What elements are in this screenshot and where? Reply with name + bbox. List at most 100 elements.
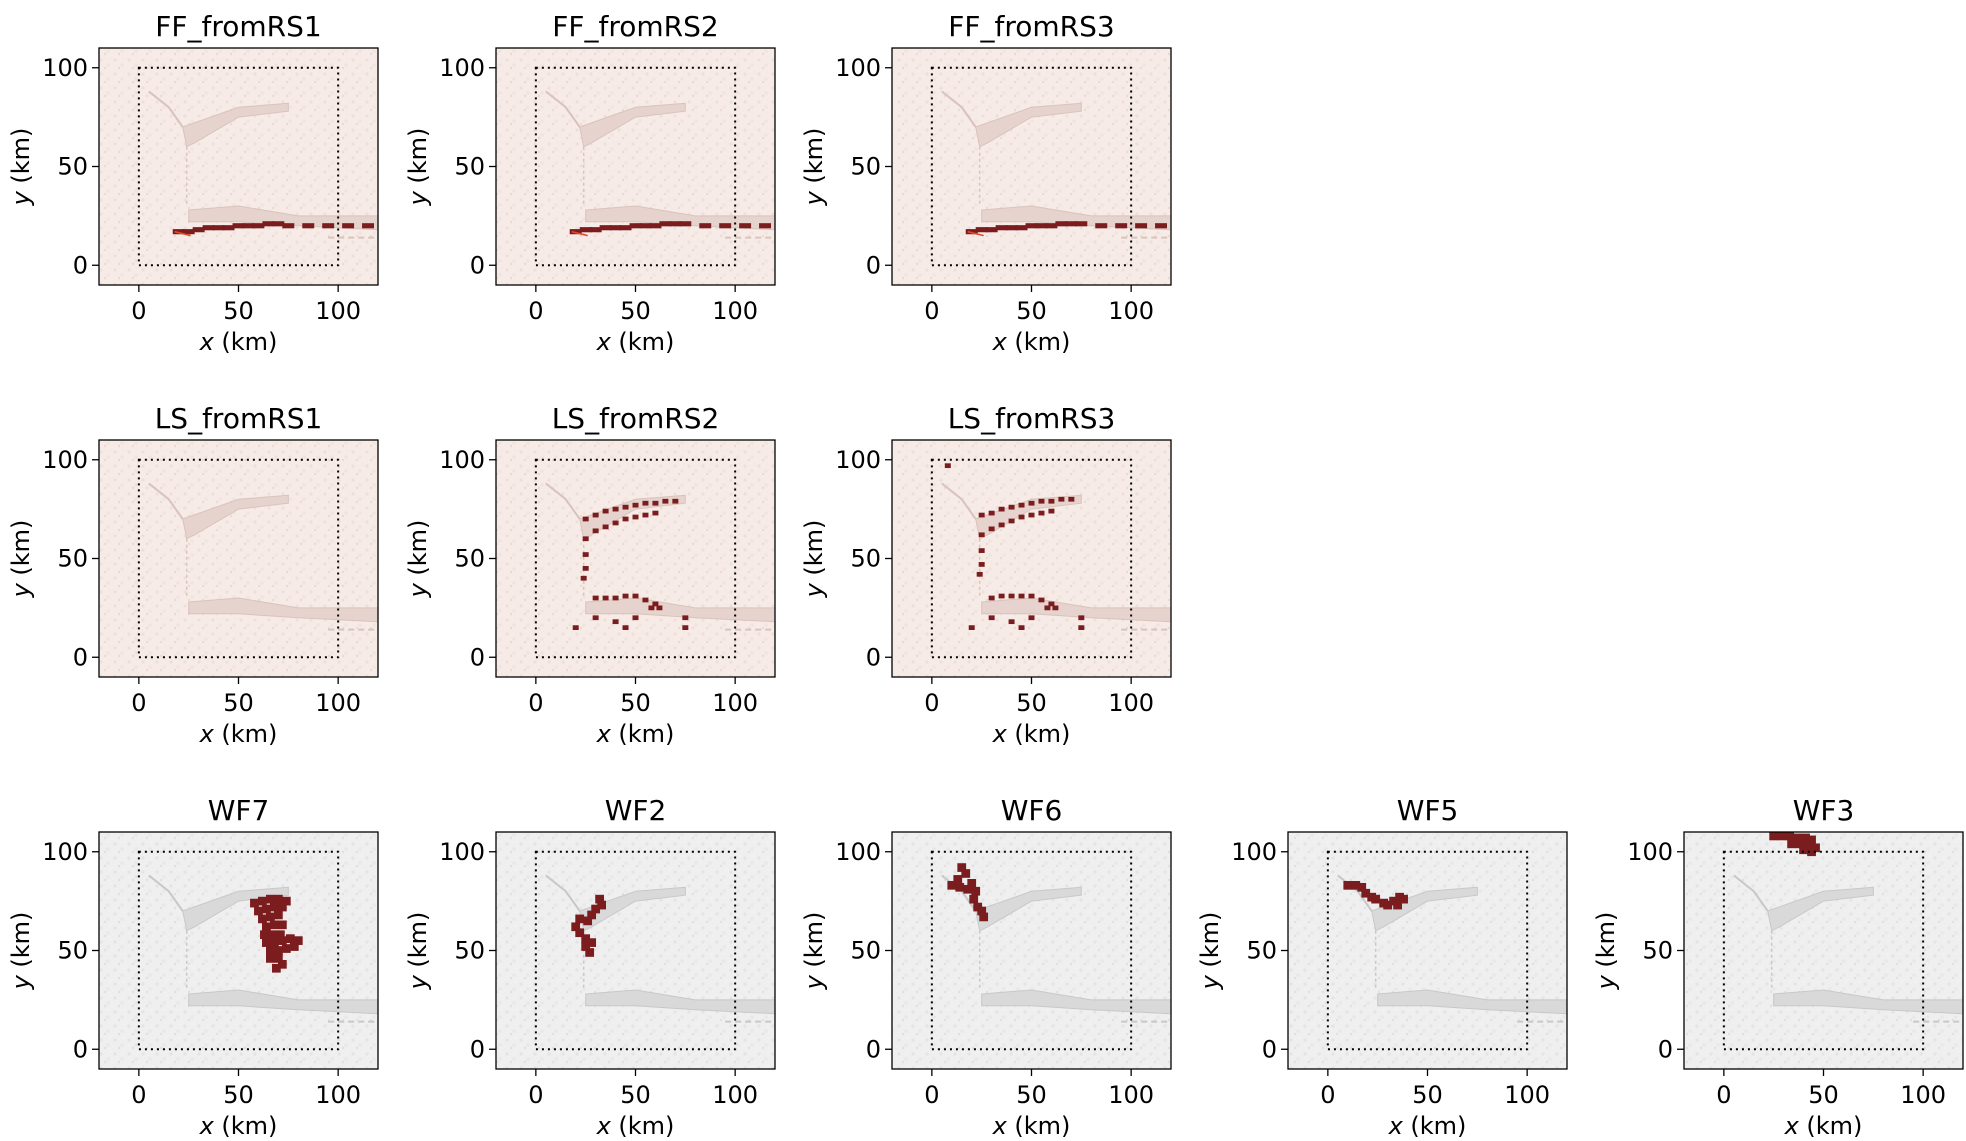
hazard-cell — [322, 223, 335, 229]
y-axis-label: y (km) — [404, 128, 432, 207]
y-tick-label: 0 — [866, 251, 881, 279]
hazard-cell — [985, 227, 998, 233]
hazard-cell — [582, 516, 589, 522]
x-tick-label: 100 — [712, 297, 758, 325]
river-valley-south — [188, 989, 378, 1015]
hazard-cell — [632, 514, 639, 520]
hazard-cell — [682, 615, 689, 621]
hazard-cell — [281, 896, 291, 906]
hazard-cell — [1052, 605, 1059, 611]
map-layer — [1337, 874, 1567, 1023]
x-tick-label: 50 — [620, 297, 651, 325]
river-tributary — [148, 482, 184, 520]
panel-title: WF5 — [1397, 794, 1459, 827]
y-tick-label: 50 — [850, 153, 881, 181]
y-axis-label: y (km) — [800, 912, 828, 991]
hazard-cell — [639, 223, 652, 229]
hazard-cell — [1018, 502, 1025, 508]
river-valley-south — [188, 597, 378, 623]
map-layer — [545, 90, 775, 239]
map-layer — [148, 874, 378, 1023]
hazard-cell — [1038, 597, 1045, 603]
y-axis-label: y (km) — [7, 520, 35, 599]
hazard-cell — [182, 229, 195, 235]
hazard-cell — [592, 512, 599, 518]
terrain-background — [1684, 832, 1963, 1069]
x-tick-label: 0 — [1716, 1081, 1731, 1109]
hazard-cell — [953, 875, 963, 884]
y-axis-label: y (km) — [404, 912, 432, 991]
x-tick-label: 100 — [1108, 1081, 1154, 1109]
y-tick-label: 100 — [1627, 838, 1673, 866]
panel-title: WF2 — [605, 794, 667, 827]
hazard-cell — [1807, 835, 1816, 845]
hazard-cell — [612, 619, 619, 625]
x-tick-label: 100 — [315, 297, 361, 325]
hazard-cell — [1018, 593, 1025, 599]
hazard-cell — [632, 593, 639, 599]
hazard-cell — [988, 526, 995, 532]
river-valley-south — [585, 989, 775, 1015]
y-axis-label: y (km) — [1592, 912, 1620, 991]
hazard-cell — [1095, 223, 1108, 229]
hazard-cell — [269, 902, 279, 912]
hazard-cell — [172, 229, 185, 235]
hazard-cell — [968, 625, 975, 630]
hazard-cell — [580, 575, 587, 581]
hazard-cell — [1075, 221, 1088, 227]
hazard-cell — [612, 520, 619, 526]
y-tick-label: 50 — [454, 545, 485, 573]
x-axis-label: x (km) — [596, 1112, 675, 1140]
hazard-cell — [609, 225, 622, 231]
y-tick-label: 50 — [1246, 937, 1277, 965]
hazard-cell — [719, 223, 732, 229]
x-tick-label: 50 — [1016, 297, 1047, 325]
hazard-cell — [978, 532, 985, 538]
terrain-background — [99, 832, 378, 1069]
panel-FF_fromRS2: FF_fromRS2 0 50 100 0 50 100 x (km) y (km) — [404, 10, 776, 356]
x-axis-label: x (km) — [992, 328, 1071, 356]
hazard-cell — [1048, 498, 1055, 504]
hazard-cell — [1008, 518, 1015, 524]
hazard-cell — [589, 227, 602, 233]
hazard-cell — [262, 922, 271, 932]
hazard-cell — [1078, 615, 1085, 621]
panel-LS_fromRS3: LS_fromRS3 0 50 100 0 50 100 x (km) y (km) — [800, 402, 1172, 748]
hazard-cell — [575, 914, 585, 924]
hazard-cell — [1801, 833, 1810, 843]
x-tick-label: 50 — [223, 689, 254, 717]
hazard-cell — [662, 498, 669, 504]
panel-title: FF_fromRS3 — [948, 10, 1114, 43]
hazard-cell — [1038, 498, 1045, 504]
hazard-cell — [1038, 510, 1045, 516]
hazard-cell — [582, 536, 589, 542]
hazard-cell — [988, 510, 995, 516]
hazard-cell — [1135, 223, 1148, 229]
x-tick-label: 50 — [1412, 1081, 1443, 1109]
hazard-cell — [277, 936, 287, 945]
hazard-cell — [947, 880, 957, 890]
hazard-cell — [293, 936, 303, 945]
hazard-cell — [1035, 223, 1048, 229]
hazard-cell — [592, 615, 599, 621]
hazard-cell — [977, 906, 987, 916]
hazard-cell — [1044, 605, 1051, 611]
hazard-cell — [622, 504, 629, 510]
y-tick-label: 50 — [850, 937, 881, 965]
hazard-cell — [266, 954, 275, 963]
x-tick-label: 0 — [528, 1081, 543, 1109]
y-tick-label: 0 — [1658, 1035, 1673, 1063]
hazard-cell — [1361, 888, 1371, 898]
hazard-cell — [988, 595, 995, 601]
hazard-cell — [1155, 223, 1168, 229]
y-axis-label: y (km) — [1196, 912, 1224, 991]
river-valley-south — [1773, 989, 1963, 1015]
hazard-cell — [591, 904, 601, 914]
hazard-cell — [622, 625, 629, 630]
y-tick-label: 0 — [73, 251, 88, 279]
hazard-cell — [963, 884, 973, 894]
hazard-cell — [652, 601, 659, 607]
hazard-cell — [579, 227, 592, 233]
flood-edge — [571, 230, 588, 237]
